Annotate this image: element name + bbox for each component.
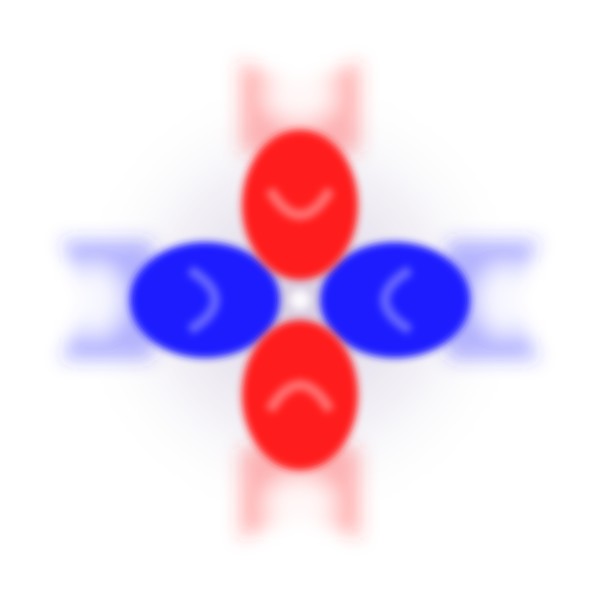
inner-highlights — [187, 187, 413, 413]
center-node — [290, 290, 310, 310]
lobe-left — [130, 242, 280, 358]
blue-outer-tails — [60, 240, 540, 360]
lobe-right — [320, 242, 470, 358]
lobe-bottom — [242, 320, 358, 470]
lobe-top — [242, 130, 358, 280]
red-outer-tails — [240, 60, 360, 540]
